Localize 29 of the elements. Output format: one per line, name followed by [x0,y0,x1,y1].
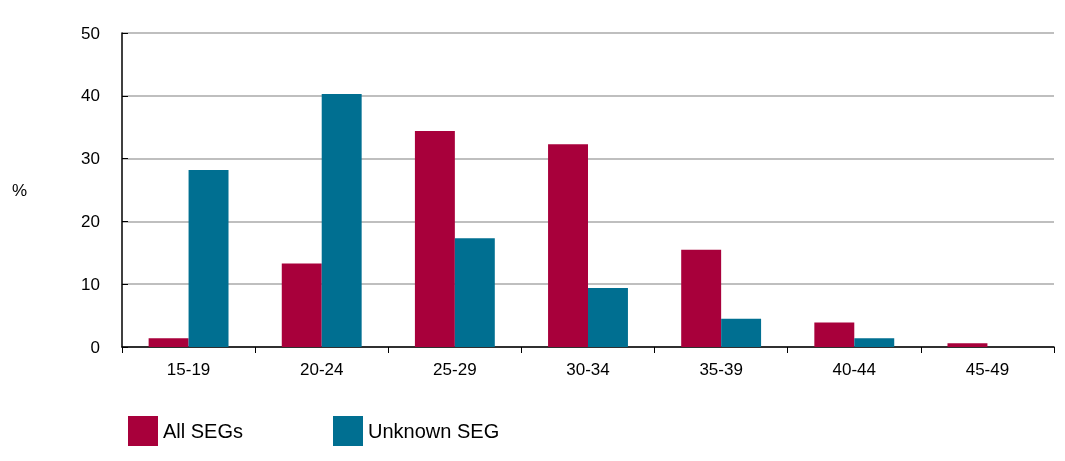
bar [947,343,988,347]
y-tick-label: 20 [81,211,100,231]
legend-label: Unknown SEG [368,420,500,442]
y-tick-label: 0 [90,337,100,357]
bar [281,263,322,347]
bar [414,130,455,347]
bar [681,249,722,347]
bar [814,322,855,347]
y-tick-label: 10 [81,274,100,294]
legend-label: All SEGs [163,420,244,442]
y-tick-label: 40 [81,86,100,106]
bar [854,338,895,347]
bar [548,144,588,347]
bar [721,318,762,347]
x-tick-label: 40-44 [832,360,877,379]
x-tick-label: 35-39 [699,360,743,379]
y-tick-label: 50 [81,23,100,43]
x-tick-label: 30-34 [566,360,610,379]
x-tick-label: 25-29 [433,360,477,379]
y-tick-label: 30 [81,149,100,169]
x-tick-label: 15-19 [166,360,211,379]
bar [321,93,362,347]
x-tick-label: 20-24 [299,360,344,379]
x-tick-label: 45-49 [965,360,1010,379]
bar [148,338,189,347]
bar [454,238,495,347]
y-axis-title: % [11,180,27,200]
bar [188,169,229,347]
bar [588,287,628,347]
